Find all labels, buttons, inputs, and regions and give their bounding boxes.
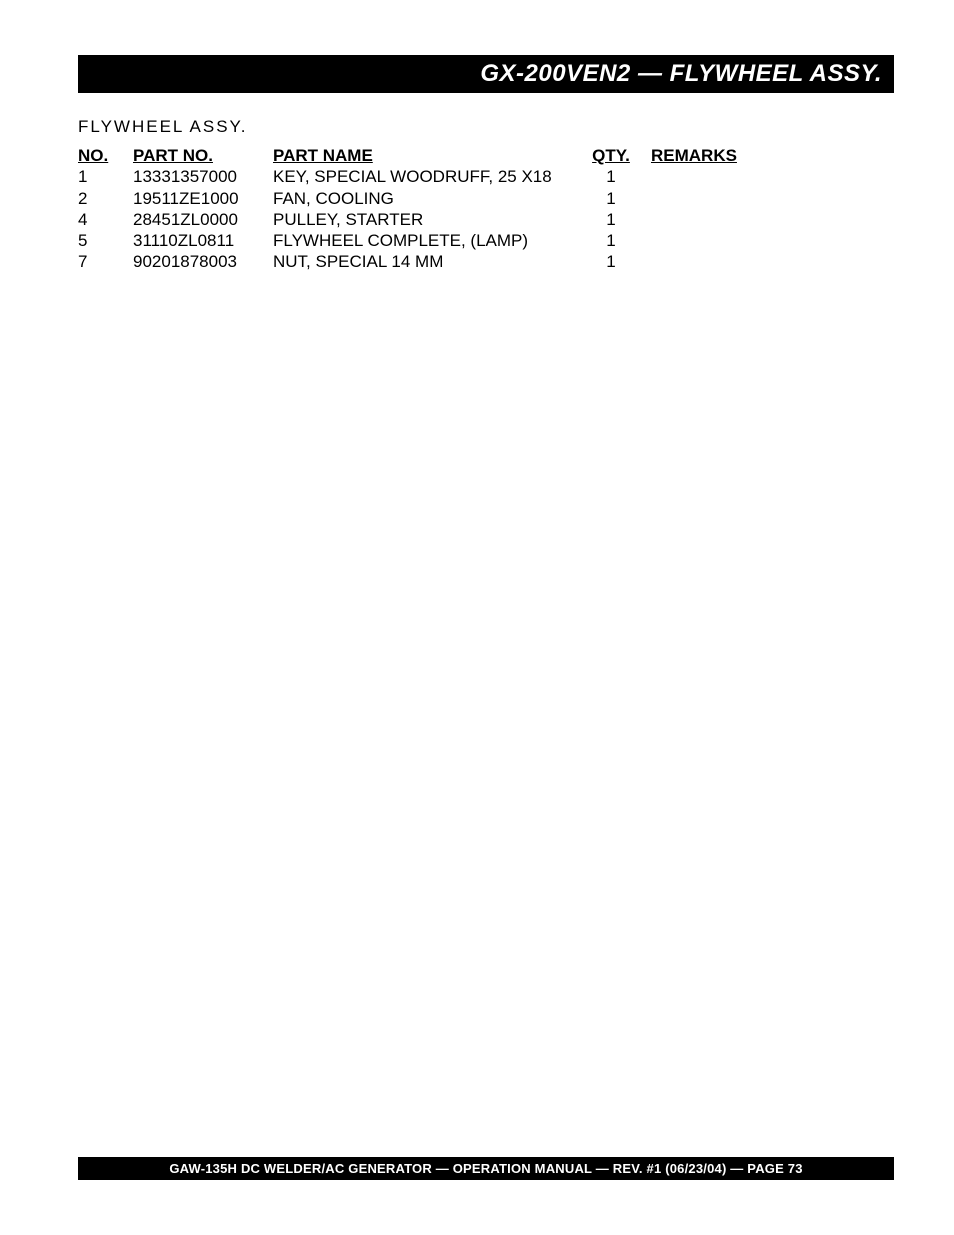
cell-partno: 90201878003 bbox=[133, 251, 273, 272]
col-header-partno: PART NO. bbox=[133, 145, 273, 166]
table-row: 1 13331357000 KEY, SPECIAL WOODRUFF, 25 … bbox=[78, 166, 791, 187]
cell-no: 5 bbox=[78, 230, 133, 251]
table-row: 7 90201878003 NUT, SPECIAL 14 MM 1 bbox=[78, 251, 791, 272]
cell-name: FLYWHEEL COMPLETE, (LAMP) bbox=[273, 230, 571, 251]
table-row: 5 31110ZL0811 FLYWHEEL COMPLETE, (LAMP) … bbox=[78, 230, 791, 251]
col-header-remarks: REMARKS bbox=[651, 145, 791, 166]
cell-remarks bbox=[651, 251, 791, 272]
section-subtitle: FLYWHEEL ASSY. bbox=[78, 117, 894, 137]
cell-no: 2 bbox=[78, 188, 133, 209]
cell-name: KEY, SPECIAL WOODRUFF, 25 X18 bbox=[273, 166, 571, 187]
cell-partno: 31110ZL0811 bbox=[133, 230, 273, 251]
cell-qty: 1 bbox=[571, 188, 651, 209]
col-header-name: PART NAME bbox=[273, 145, 571, 166]
cell-partno: 28451ZL0000 bbox=[133, 209, 273, 230]
cell-qty: 1 bbox=[571, 209, 651, 230]
cell-remarks bbox=[651, 166, 791, 187]
cell-partno: 13331357000 bbox=[133, 166, 273, 187]
page-title: GX-200VEN2 — FLYWHEEL ASSY. bbox=[480, 60, 882, 88]
col-header-no: NO. bbox=[78, 145, 133, 166]
cell-name: FAN, COOLING bbox=[273, 188, 571, 209]
cell-remarks bbox=[651, 188, 791, 209]
cell-no: 1 bbox=[78, 166, 133, 187]
cell-qty: 1 bbox=[571, 166, 651, 187]
cell-partno: 19511ZE1000 bbox=[133, 188, 273, 209]
parts-table: NO. PART NO. PART NAME QTY. REMARKS 1 13… bbox=[78, 145, 791, 273]
cell-remarks bbox=[651, 209, 791, 230]
col-header-qty: QTY. bbox=[571, 145, 651, 166]
cell-qty: 1 bbox=[571, 251, 651, 272]
footer-text: GAW-135H DC WELDER/AC GENERATOR — OPERAT… bbox=[169, 1161, 802, 1176]
cell-name: PULLEY, STARTER bbox=[273, 209, 571, 230]
table-row: 4 28451ZL0000 PULLEY, STARTER 1 bbox=[78, 209, 791, 230]
cell-no: 4 bbox=[78, 209, 133, 230]
cell-qty: 1 bbox=[571, 230, 651, 251]
footer-bar: GAW-135H DC WELDER/AC GENERATOR — OPERAT… bbox=[78, 1157, 894, 1180]
table-header-row: NO. PART NO. PART NAME QTY. REMARKS bbox=[78, 145, 791, 166]
cell-no: 7 bbox=[78, 251, 133, 272]
table-row: 2 19511ZE1000 FAN, COOLING 1 bbox=[78, 188, 791, 209]
page-content: GX-200VEN2 — FLYWHEEL ASSY. FLYWHEEL ASS… bbox=[0, 0, 954, 273]
title-bar: GX-200VEN2 — FLYWHEEL ASSY. bbox=[78, 55, 894, 93]
cell-name: NUT, SPECIAL 14 MM bbox=[273, 251, 571, 272]
cell-remarks bbox=[651, 230, 791, 251]
